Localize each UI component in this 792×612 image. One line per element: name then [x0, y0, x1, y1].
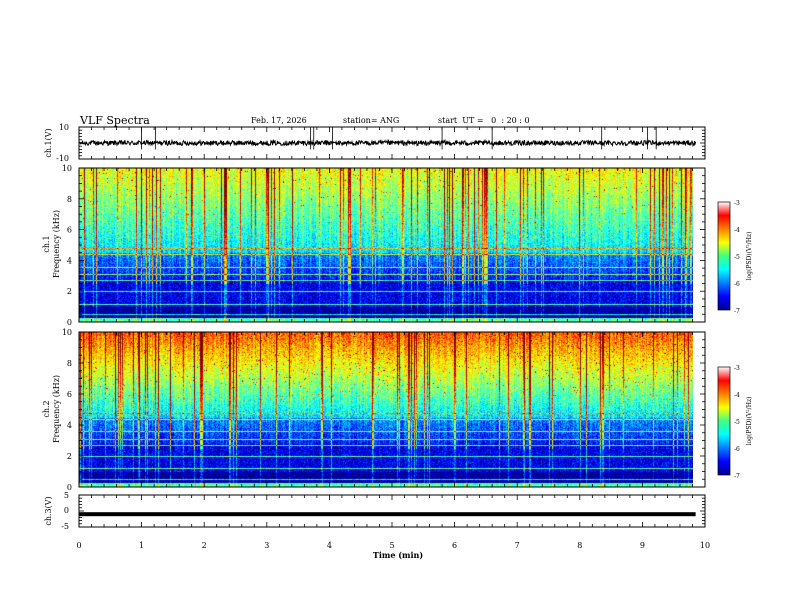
ch1-spikes [141, 127, 657, 150]
date-label: Feb. 17, 2026 [251, 116, 307, 125]
freq-tick-label: 10 [62, 164, 72, 173]
freq-tick-label: 0 [67, 483, 72, 492]
x-tick-label: 5 [389, 541, 394, 550]
ch1-cbar-tick-m4: -4 [734, 227, 740, 234]
freq-tick-label: 6 [67, 226, 72, 235]
ch3-ytick-mid: 0 [64, 506, 69, 515]
freq-tick-label: 6 [67, 390, 72, 399]
ch2-cbar-tick-m5: -5 [734, 419, 740, 426]
x-tick-label: 4 [327, 541, 332, 550]
ch2-cbar-tick-m7: -7 [734, 473, 740, 480]
ch1-cbar-tick-m3: -3 [734, 200, 740, 207]
ch1-colorbar [717, 201, 731, 311]
ch1-cbar-tick-m5: -5 [734, 254, 740, 261]
ch1-trace [78, 138, 696, 148]
ch1-ytick-top: 10 [59, 123, 69, 132]
ch1-spec-yticks: 0 2 4 6 8 10 [62, 164, 705, 327]
figure-title: VLF Spectra [79, 114, 150, 127]
ch2-channel-label: ch.2 [42, 400, 51, 417]
ch1-waveform-panel: ch.1(V) 10 -10 [44, 123, 706, 163]
freq-tick-label: 4 [67, 256, 72, 265]
ch1-ticks [78, 126, 706, 160]
ch1-cbar-label: log(PSD)(V²/Hz) [746, 232, 753, 281]
ch2-cbar-tick-m4: -4 [734, 392, 740, 399]
ch2-colorbar [717, 366, 731, 476]
x-tick-label: 3 [264, 541, 269, 550]
x-tick-label: 10 [700, 541, 710, 550]
x-tick-label: 8 [577, 541, 582, 550]
ch1-spec-xticks [78, 168, 706, 322]
ch2-cbar-tick-m3: -3 [734, 365, 740, 372]
x-tick-label: 1 [139, 541, 144, 550]
ch1-spectrogram-panel: ch.1 Frequency (kHz) 0 2 4 6 8 10 -3 -4 -5 -6… [42, 164, 753, 327]
ch1-ylabel: ch.1(V) [44, 128, 53, 157]
ch2-spec-xticks [78, 332, 706, 487]
station-label: station= ANG [343, 116, 399, 125]
ch3-trace [79, 512, 696, 517]
ch3-ticks [78, 494, 706, 528]
ch1-channel-label: ch.1 [42, 235, 51, 252]
freq-tick-label: 10 [62, 328, 72, 337]
ch1-freq-ylabel: Frequency (kHz) [52, 210, 61, 278]
ch2-spectrogram-image [79, 332, 693, 487]
x-tick-label: 9 [640, 541, 645, 550]
x-axis-label: Time (min) [373, 550, 423, 560]
x-tick-label: 6 [452, 541, 457, 550]
x-axis: 0 1 2 3 4 5 6 7 8 9 10 [76, 541, 710, 550]
ch2-cbar-label: log(PSD)(V²/Hz) [746, 397, 753, 446]
freq-tick-label: 4 [67, 421, 72, 430]
x-tick-label: 0 [76, 541, 81, 550]
freq-tick-label: 2 [67, 287, 72, 296]
ch3-ytick-top: 5 [64, 491, 69, 500]
ch3-ytick-bottom: -5 [61, 522, 69, 531]
ch1-cbar-tick-m6: -6 [734, 281, 740, 288]
freq-tick-label: 0 [67, 318, 72, 327]
ch1-ytick-bottom: -10 [56, 154, 69, 163]
freq-tick-label: 2 [67, 452, 72, 461]
start-time-label: start UT = 0 : 20 : 0 [438, 116, 530, 125]
ch2-freq-ylabel: Frequency (kHz) [52, 375, 61, 443]
freq-tick-label: 8 [67, 195, 72, 204]
x-tick-label: 2 [202, 541, 207, 550]
ch1-spectrogram-image [79, 168, 693, 322]
ch3-waveform-panel: ch.3(V) 5 0 -5 [44, 491, 706, 531]
freq-tick-label: 8 [67, 359, 72, 368]
ch1-cbar-tick-m7: -7 [734, 308, 740, 315]
ch2-spectrogram-panel: ch.2 Frequency (kHz) 0 2 4 6 8 10 -3 -4 -5 -6… [42, 328, 753, 492]
ch2-spec-yticks: 0 2 4 6 8 10 [62, 328, 705, 492]
x-tick-label: 7 [515, 541, 520, 550]
ch2-cbar-tick-m6: -6 [734, 446, 740, 453]
ch3-ylabel: ch.3(V) [44, 496, 53, 525]
